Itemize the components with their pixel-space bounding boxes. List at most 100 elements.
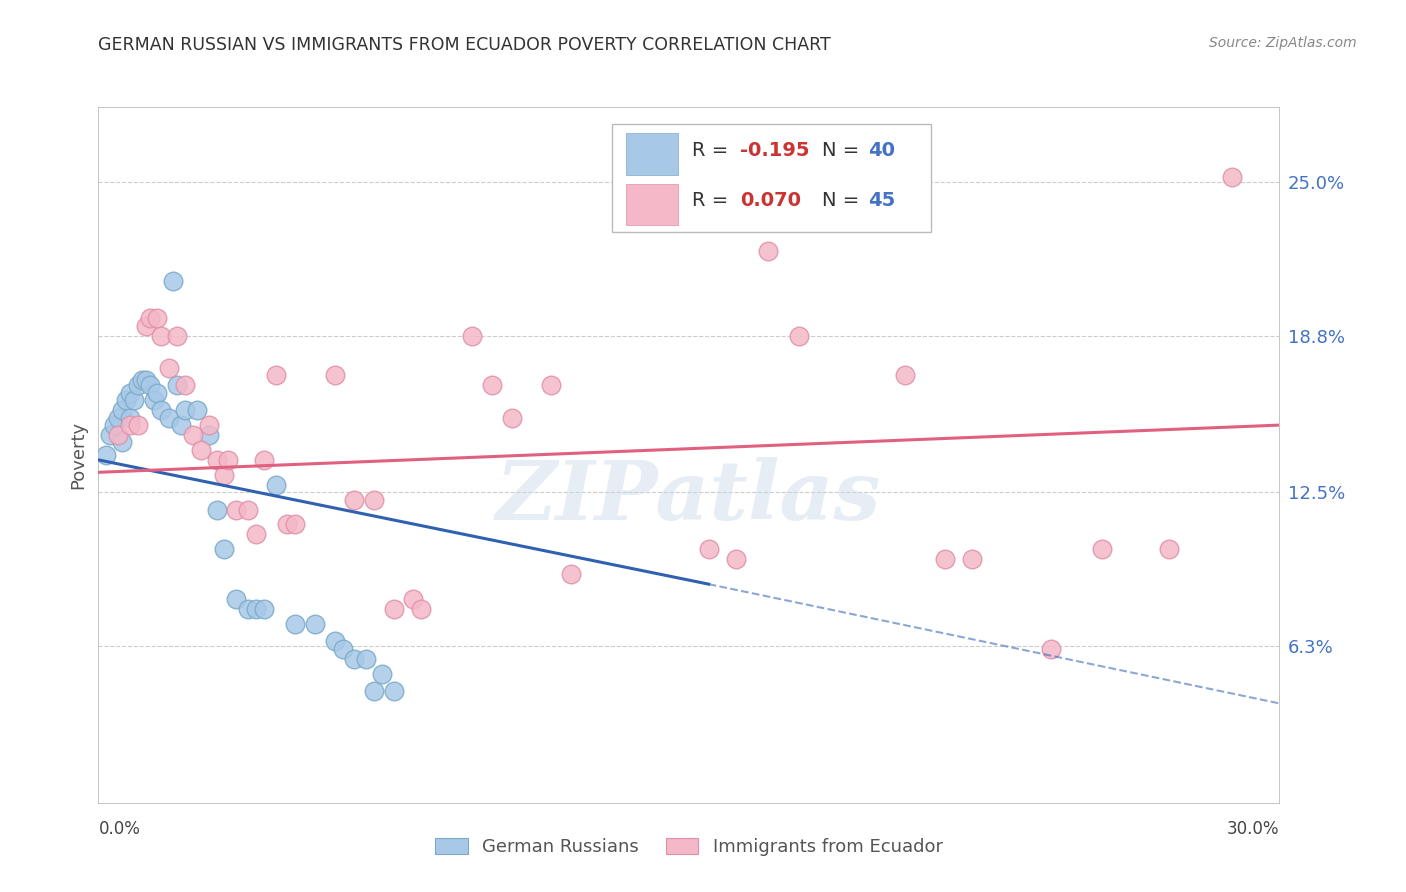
Y-axis label: Poverty: Poverty: [69, 421, 87, 489]
Text: ZIPatlas: ZIPatlas: [496, 457, 882, 537]
Point: [363, 684, 385, 698]
Point: [107, 410, 129, 425]
Point: [343, 492, 366, 507]
Point: [1091, 542, 1114, 557]
Point: [190, 442, 212, 457]
Point: [150, 403, 173, 417]
Point: [323, 368, 346, 383]
Point: [402, 592, 425, 607]
Point: [363, 492, 385, 507]
Point: [157, 361, 180, 376]
Point: [934, 552, 956, 566]
Point: [481, 378, 503, 392]
Point: [135, 318, 157, 333]
Point: [245, 527, 267, 541]
Point: [264, 368, 287, 383]
Text: 0.070: 0.070: [740, 192, 801, 211]
Point: [157, 410, 180, 425]
Point: [98, 428, 121, 442]
Point: [540, 378, 562, 392]
Point: [501, 410, 523, 425]
Point: [560, 567, 582, 582]
Point: [186, 403, 208, 417]
Point: [174, 378, 197, 392]
Point: [118, 410, 141, 425]
Point: [214, 542, 236, 557]
FancyBboxPatch shape: [626, 134, 678, 175]
Text: Source: ZipAtlas.com: Source: ZipAtlas.com: [1209, 36, 1357, 50]
Point: [894, 368, 917, 383]
Point: [236, 502, 259, 516]
Point: [166, 378, 188, 392]
Text: 30.0%: 30.0%: [1227, 821, 1279, 838]
Point: [166, 328, 188, 343]
Point: [236, 602, 259, 616]
Point: [332, 641, 354, 656]
Text: -0.195: -0.195: [740, 141, 810, 161]
Point: [225, 502, 247, 516]
Point: [122, 393, 145, 408]
Point: [343, 651, 366, 665]
Point: [146, 385, 169, 400]
Point: [725, 552, 748, 566]
Point: [225, 592, 247, 607]
Point: [323, 634, 346, 648]
Point: [371, 666, 394, 681]
Point: [142, 393, 165, 408]
Point: [111, 435, 134, 450]
Text: R =: R =: [693, 192, 735, 211]
Point: [115, 393, 138, 408]
Point: [304, 616, 326, 631]
Point: [127, 378, 149, 392]
Point: [1220, 169, 1243, 184]
Point: [1040, 641, 1063, 656]
Point: [411, 602, 433, 616]
Point: [170, 418, 193, 433]
Point: [138, 311, 160, 326]
Text: GERMAN RUSSIAN VS IMMIGRANTS FROM ECUADOR POVERTY CORRELATION CHART: GERMAN RUSSIAN VS IMMIGRANTS FROM ECUADO…: [98, 36, 831, 54]
Point: [697, 542, 720, 557]
Text: R =: R =: [693, 141, 735, 161]
Point: [205, 453, 228, 467]
Point: [162, 274, 184, 288]
Point: [214, 467, 236, 482]
Point: [118, 385, 141, 400]
Point: [131, 373, 153, 387]
Text: 45: 45: [869, 192, 896, 211]
Point: [127, 418, 149, 433]
Point: [245, 602, 267, 616]
Point: [205, 502, 228, 516]
Point: [354, 651, 377, 665]
Point: [103, 418, 125, 433]
Point: [382, 602, 405, 616]
Text: N =: N =: [823, 192, 866, 211]
Point: [284, 517, 307, 532]
Point: [138, 378, 160, 392]
Point: [197, 418, 219, 433]
Text: 0.0%: 0.0%: [98, 821, 141, 838]
Point: [264, 477, 287, 491]
Point: [96, 448, 118, 462]
Point: [756, 244, 779, 259]
Point: [111, 403, 134, 417]
Legend: German Russians, Immigrants from Ecuador: German Russians, Immigrants from Ecuador: [427, 830, 950, 863]
Point: [107, 428, 129, 442]
FancyBboxPatch shape: [612, 124, 931, 232]
Point: [253, 602, 276, 616]
Point: [787, 328, 810, 343]
Text: 40: 40: [869, 141, 896, 161]
Point: [118, 418, 141, 433]
Point: [253, 453, 276, 467]
Point: [150, 328, 173, 343]
Point: [1159, 542, 1181, 557]
Point: [382, 684, 405, 698]
Point: [461, 328, 484, 343]
Point: [276, 517, 298, 532]
Point: [217, 453, 239, 467]
Point: [962, 552, 984, 566]
FancyBboxPatch shape: [626, 184, 678, 226]
Point: [181, 428, 204, 442]
Point: [135, 373, 157, 387]
Point: [197, 428, 219, 442]
Point: [174, 403, 197, 417]
